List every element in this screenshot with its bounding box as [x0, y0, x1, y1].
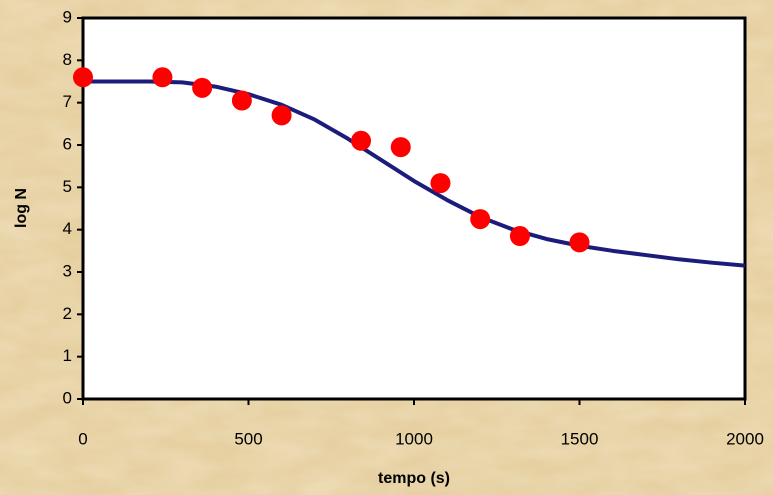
fit-line [83, 79, 746, 268]
y-tick-label: 5 [63, 177, 72, 196]
data-point [271, 105, 292, 126]
data-point [509, 226, 530, 247]
data-point [430, 173, 451, 194]
y-tick-label: 2 [63, 304, 72, 323]
x-tick-label: 0 [78, 429, 87, 448]
data-point [152, 67, 173, 88]
y-tick-label: 1 [63, 346, 72, 365]
data-point [192, 77, 213, 98]
x-tick-label: 1500 [561, 429, 599, 448]
y-tick-label: 8 [63, 50, 72, 69]
y-axis-label: log N [13, 188, 30, 228]
y-tick-label: 4 [63, 219, 72, 238]
data-point [351, 130, 372, 151]
x-tick-label: 500 [234, 429, 262, 448]
data-point [470, 209, 491, 230]
y-tick-label: 9 [63, 7, 72, 26]
data-point [390, 137, 411, 158]
x-tick-label: 1000 [395, 429, 433, 448]
data-point [231, 90, 252, 111]
data-point [569, 232, 590, 253]
data-point [73, 67, 93, 88]
x-axis-label: tempo (s) [378, 470, 450, 487]
plot-area [81, 16, 747, 401]
x-tick-label: 2000 [726, 429, 764, 448]
y-tick-label: 7 [63, 92, 72, 111]
y-tick-label: 3 [63, 261, 72, 280]
y-tick-label: 6 [63, 134, 72, 153]
y-tick-label: 0 [63, 388, 72, 407]
